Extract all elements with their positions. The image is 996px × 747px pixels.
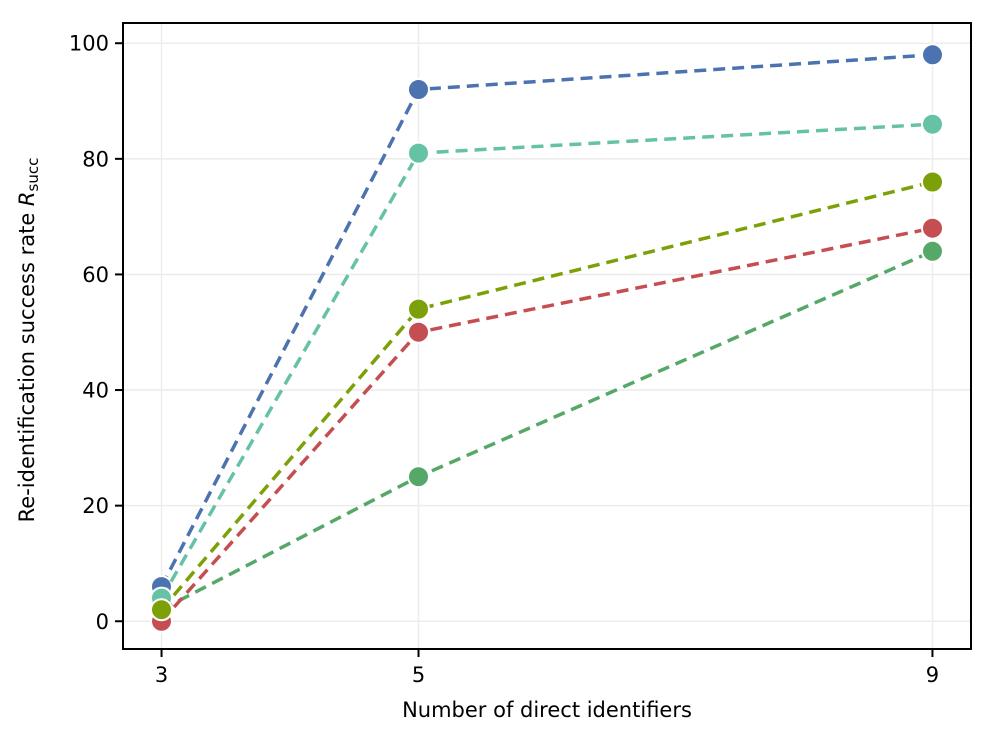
y-tick-label: 40 (82, 379, 109, 403)
x-tick-label: 5 (412, 663, 425, 687)
x-axis-label: Number of direct identifiers (402, 698, 692, 722)
y-tick-label: 20 (82, 494, 109, 518)
series-line-olive (160, 180, 933, 611)
marker-red-x5 (407, 320, 430, 344)
y-tick-label: 80 (82, 147, 109, 171)
marker-teal-x9 (921, 112, 944, 136)
y-tick-label: 100 (69, 32, 109, 56)
marker-green-x9 (921, 239, 944, 263)
y-tick-label: 0 (96, 610, 109, 634)
marker-blue-x9 (921, 43, 944, 67)
marker-olive-x3 (150, 598, 173, 622)
x-tick-label: 3 (155, 663, 168, 687)
series-line-red (160, 226, 933, 623)
y-tick-label: 60 (82, 263, 109, 287)
marker-blue-x5 (407, 78, 430, 101)
marker-teal-x5 (407, 141, 430, 165)
marker-olive-x9 (921, 170, 944, 194)
x-tick-label: 9 (926, 663, 939, 687)
marker-olive-x5 (407, 297, 430, 321)
marker-red-x9 (921, 216, 944, 240)
y-axis-label: Re-identification success rate Rsucc (15, 158, 42, 523)
series-line-blue (159, 53, 933, 588)
marker-green-x5 (407, 465, 430, 489)
plot-frame (122, 22, 972, 650)
